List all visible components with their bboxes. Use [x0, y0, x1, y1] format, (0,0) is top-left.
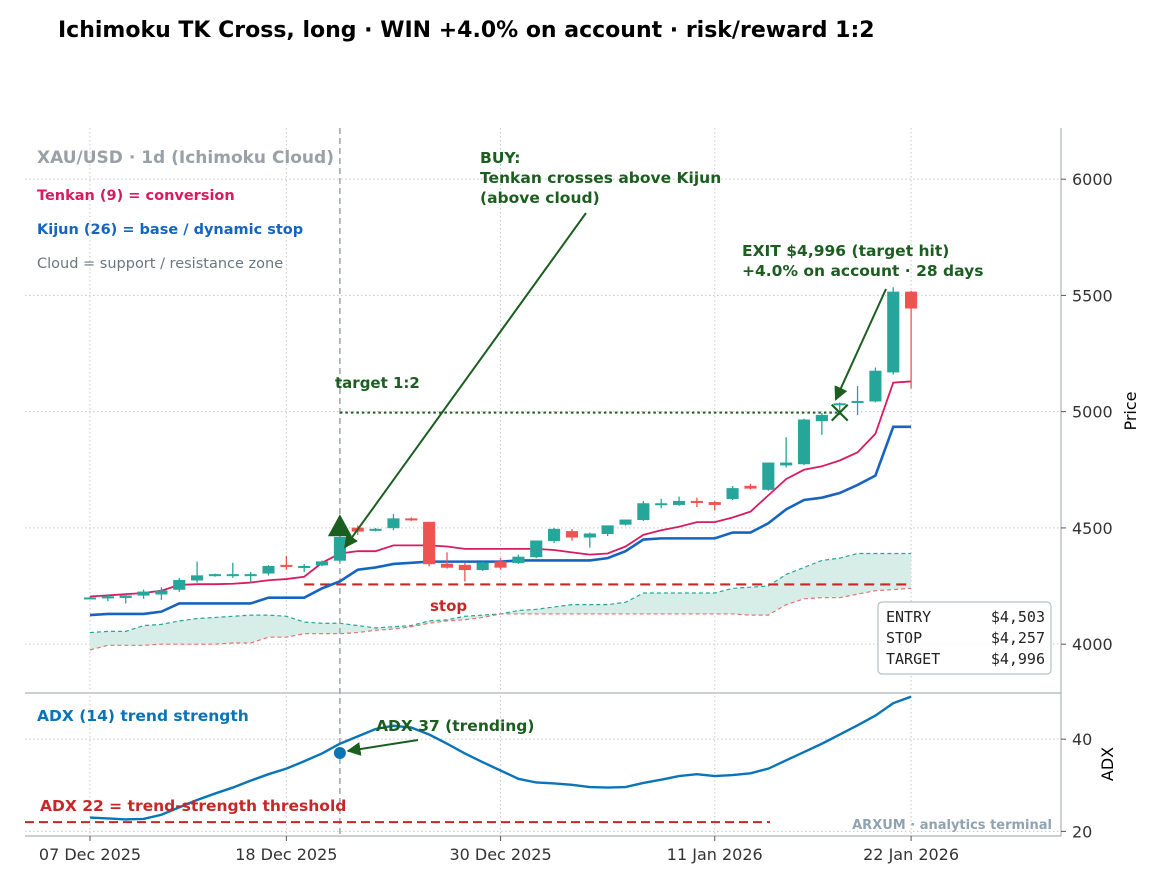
- watermark: ARXUM · analytics terminal: [852, 818, 1052, 833]
- buy-annotation-line: Tenkan crosses above Kijun: [480, 169, 721, 187]
- candle-body: [280, 564, 293, 567]
- candle-body: [440, 563, 454, 568]
- adx-tick-label: 40: [1072, 730, 1092, 749]
- candle-body: [333, 536, 346, 561]
- candle-body: [762, 462, 775, 490]
- candle-body: [797, 419, 811, 465]
- buy-annotation-line: BUY:: [480, 149, 520, 167]
- candle-body: [530, 540, 543, 558]
- candle-body: [476, 562, 489, 571]
- exit-annotation-line: +4.0% on account · 28 days: [742, 262, 983, 280]
- candle-body: [191, 575, 204, 581]
- x-tick-label: 30 Dec 2025: [449, 845, 551, 864]
- tenkan-line: [89, 380, 912, 598]
- adx-arrow: [346, 739, 419, 756]
- candle-body: [226, 574, 239, 577]
- candle-body: [316, 561, 329, 566]
- trade-info-box: [877, 601, 1052, 675]
- adx-entry-marker: [333, 746, 346, 759]
- candle-body: [815, 414, 828, 422]
- candle-body: [655, 503, 668, 506]
- candle-body: [690, 500, 703, 503]
- candle-body: [458, 564, 471, 571]
- candle-body: [601, 525, 614, 534]
- adx-annotation: ADX 37 (trending): [376, 717, 534, 735]
- candle-body: [512, 556, 525, 564]
- x-tick-label: 18 Dec 2025: [235, 845, 337, 864]
- price-tick-label: 5000: [1072, 403, 1113, 422]
- candle-body: [119, 595, 132, 598]
- candle-body: [298, 566, 311, 569]
- candle-body: [262, 566, 275, 574]
- trade-info-key: TARGET: [886, 650, 940, 668]
- candle-body: [619, 519, 632, 525]
- candle-body: [726, 488, 739, 500]
- candle-body: [369, 528, 382, 531]
- candle-body: [405, 518, 418, 521]
- x-tick-label: 22 Jan 2026: [863, 845, 959, 864]
- candle-body: [423, 521, 436, 565]
- cloud-bottom-line: [89, 587, 912, 651]
- candle-body: [101, 596, 114, 599]
- exit-marker: [830, 403, 849, 422]
- buy-annotation: BUY: Tenkan crosses above Kijun (above clo…: [480, 149, 721, 207]
- candle-body: [548, 528, 561, 541]
- price-tick-label: 4500: [1072, 519, 1113, 538]
- candle-body: [173, 579, 186, 590]
- candle-body: [851, 400, 864, 403]
- exit-arrow: [834, 288, 887, 401]
- candle-body: [583, 533, 596, 538]
- cloud-fill: [90, 553, 912, 650]
- candle-body: [83, 597, 97, 600]
- adx-tick-label: 20: [1072, 822, 1092, 841]
- candle-body: [155, 590, 168, 595]
- candle-body: [565, 531, 579, 538]
- trade-info-value: $4,996: [991, 650, 1045, 668]
- trade-info-value: $4,257: [991, 629, 1045, 647]
- candle-body: [494, 561, 507, 568]
- buy-arrow: [344, 212, 587, 549]
- adx-panel-label: ADX (14) trend strength: [37, 707, 249, 725]
- trade-info-key: ENTRY: [886, 608, 931, 626]
- chart-title: Ichimoku TK Cross, long · WIN +4.0% on a…: [58, 18, 875, 43]
- exit-annotation: EXIT $4,996 (target hit) +4.0% on account…: [742, 242, 983, 280]
- candle-body: [887, 291, 900, 373]
- adx-axis-label: ADX: [1098, 747, 1117, 781]
- candle-body: [708, 502, 721, 505]
- stop-label: stop: [430, 597, 467, 615]
- candle-body: [387, 518, 400, 529]
- x-tick-label: 11 Jan 2026: [667, 845, 763, 864]
- exit-annotation-line: EXIT $4,996 (target hit): [742, 242, 949, 260]
- candle-body: [637, 503, 650, 521]
- candle-body: [905, 291, 918, 309]
- adx-line: [89, 695, 912, 821]
- candle-body: [869, 370, 882, 402]
- trade-info-key: STOP: [886, 629, 922, 647]
- cloud-legend: Cloud = support / resistance zone: [37, 256, 283, 272]
- candle-body: [208, 574, 221, 577]
- candle-body: [673, 500, 686, 505]
- adx-threshold-label: ADX 22 = trend-strength threshold: [40, 797, 346, 815]
- candle-body: [833, 403, 846, 406]
- price-tick-label: 4000: [1072, 635, 1113, 654]
- candle-body: [244, 574, 257, 577]
- candle-body: [137, 591, 150, 596]
- target-label: target 1:2: [335, 374, 420, 392]
- candle-body: [744, 485, 757, 489]
- x-tick-label: 07 Dec 2025: [39, 845, 141, 864]
- kijun-legend: Kijun (26) = base / dynamic stop: [37, 222, 303, 238]
- price-axis-label: Price: [1121, 391, 1140, 430]
- tenkan-legend: Tenkan (9) = conversion: [37, 188, 235, 204]
- trade-info-value: $4,503: [991, 608, 1045, 626]
- price-tick-label: 6000: [1072, 170, 1113, 189]
- candle-body: [780, 462, 793, 466]
- price-tick-label: 5500: [1072, 286, 1113, 305]
- price-panel-label: XAU/USD · 1d (Ichimoku Cloud): [37, 148, 334, 168]
- buy-annotation-line: (above cloud): [480, 189, 600, 207]
- buy-marker: [327, 514, 352, 537]
